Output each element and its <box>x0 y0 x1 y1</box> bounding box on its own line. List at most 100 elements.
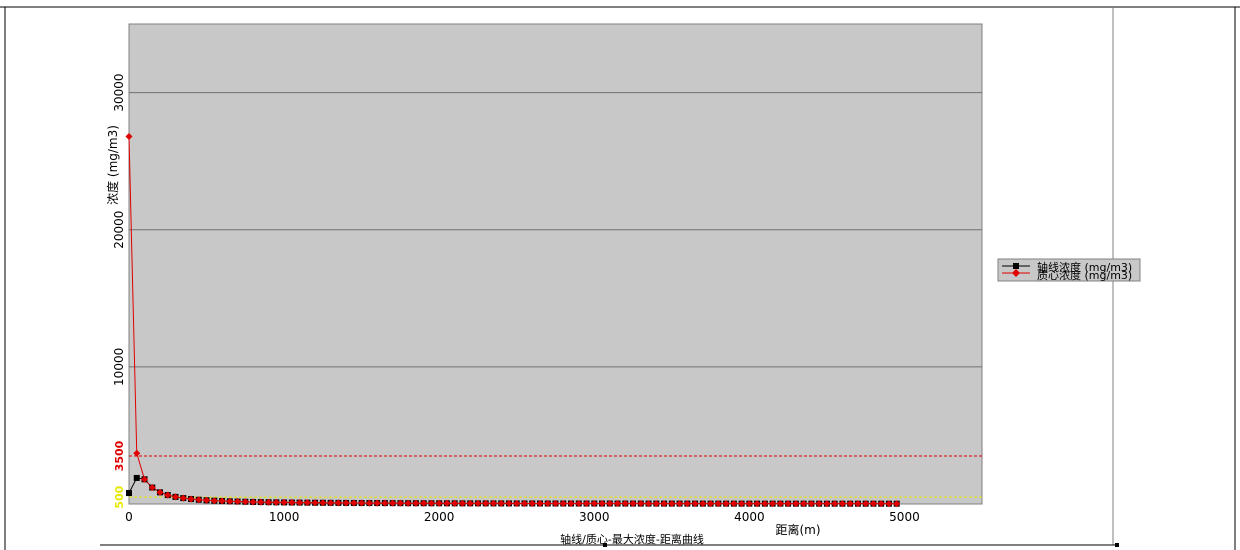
series-1-point-0 <box>125 132 133 140</box>
series-1-point-22 <box>296 499 304 507</box>
series-1-point-1 <box>133 449 141 457</box>
x-tick-label-1: 1000 <box>269 510 300 524</box>
series-1-point-95 <box>862 500 870 508</box>
series-1-point-85 <box>784 500 792 508</box>
series-1-point-99 <box>893 500 901 508</box>
series-1-point-27 <box>334 499 342 507</box>
series-1-point-89 <box>815 500 823 508</box>
series-1-point-13 <box>226 497 234 505</box>
x-axis-ticks: 0 1000 2000 3000 4000 5000 <box>125 510 920 524</box>
series-1-point-57 <box>567 500 575 508</box>
series-1-point-61 <box>598 500 606 508</box>
series-1-point-15 <box>241 498 249 506</box>
series-1-point-7 <box>179 494 187 502</box>
series-1-point-47 <box>489 499 497 507</box>
series-line-1 <box>128 136 897 505</box>
y-axis-label: 浓度 (mg/m3) <box>105 125 120 205</box>
series-1-point-76 <box>714 500 722 508</box>
series-1-point-20 <box>280 498 288 506</box>
series-1-point-33 <box>381 499 389 507</box>
series-1-point-73 <box>691 500 699 508</box>
x-tick-label-4: 4000 <box>734 510 765 524</box>
series-1-point-63 <box>614 500 622 508</box>
series-1-point-88 <box>807 500 815 508</box>
series-1-point-60 <box>590 500 598 508</box>
series-1-point-59 <box>583 500 591 508</box>
series-1-point-21 <box>288 499 296 507</box>
series-1-point-69 <box>660 500 668 508</box>
series-1-point-35 <box>396 499 404 507</box>
series-1-point-91 <box>831 500 839 508</box>
series-1-point-8 <box>187 495 195 503</box>
series-1-point-68 <box>652 500 660 508</box>
series-1-point-80 <box>745 500 753 508</box>
series-layer <box>125 132 901 508</box>
series-1-point-43 <box>458 499 466 507</box>
series-1-point-5 <box>164 491 172 499</box>
series-1-point-25 <box>319 499 327 507</box>
series-1-point-71 <box>676 500 684 508</box>
selection-handle-right[interactable] <box>1115 543 1119 547</box>
series-1-point-97 <box>877 500 885 508</box>
legend: 轴线浓度 (mg/m3) 质心浓度 (mg/m3) <box>997 258 1141 282</box>
selection-handle-left[interactable] <box>603 543 607 547</box>
legend-marker-axis <box>1013 263 1019 269</box>
series-1-point-50 <box>513 499 521 507</box>
series-1-point-75 <box>707 500 715 508</box>
gridlines <box>129 92 982 368</box>
series-1-point-32 <box>373 499 381 507</box>
series-1-point-14 <box>234 498 242 506</box>
chart-title: 轴线/质心-最大浓度-距离曲线 <box>560 532 704 546</box>
series-1-point-40 <box>435 499 443 507</box>
series-1-point-12 <box>218 497 226 505</box>
series-1-point-46 <box>482 499 490 507</box>
series-1-point-72 <box>683 500 691 508</box>
series-1-point-78 <box>730 500 738 508</box>
series-1-point-94 <box>854 500 862 508</box>
legend-label-axis: 轴线浓度 (mg/m3) <box>1037 260 1132 274</box>
series-1-point-41 <box>443 499 451 507</box>
series-1-point-62 <box>606 500 614 508</box>
series-1-point-29 <box>350 499 358 507</box>
series-1-point-93 <box>846 500 854 508</box>
series-1-point-24 <box>311 499 319 507</box>
series-1-point-79 <box>738 500 746 508</box>
x-axis-label: 距离(m) <box>775 522 820 537</box>
y-tick-label-2: 30000 <box>112 73 126 111</box>
series-1-point-87 <box>800 500 808 508</box>
series-1-point-37 <box>412 499 420 507</box>
series-0-point-1 <box>133 474 140 481</box>
series-0-point-0 <box>126 490 132 497</box>
series-1-point-44 <box>466 499 474 507</box>
series-1-point-96 <box>869 500 877 508</box>
series-1-point-39 <box>427 499 435 507</box>
series-1-point-38 <box>420 499 428 507</box>
series-1-point-3 <box>148 484 156 492</box>
series-1-point-28 <box>342 499 350 507</box>
series-1-point-83 <box>769 500 777 508</box>
series-1-point-81 <box>753 500 761 508</box>
series-1-point-98 <box>885 500 893 508</box>
y-tick-label-1: 20000 <box>112 211 126 249</box>
series-1-point-36 <box>404 499 412 507</box>
series-1-point-42 <box>451 499 459 507</box>
legend-box <box>997 258 1141 282</box>
series-1-point-49 <box>505 499 513 507</box>
series-1-point-70 <box>668 500 676 508</box>
series-1-point-65 <box>629 500 637 508</box>
reference-lines: 3500 500 <box>113 440 982 509</box>
series-1-point-84 <box>776 500 784 508</box>
series-1-point-9 <box>195 496 203 504</box>
series-1-point-55 <box>552 499 559 507</box>
series-1-point-19 <box>272 498 280 506</box>
series-1-point-16 <box>249 498 257 506</box>
series-1-point-45 <box>474 499 482 507</box>
series-1-point-92 <box>838 500 846 508</box>
series-1-point-54 <box>544 499 552 507</box>
reference-label-1: 500 <box>113 485 126 508</box>
legend-marker-centroid <box>1012 269 1020 277</box>
series-1-point-48 <box>497 499 505 507</box>
series-1-point-4 <box>156 488 164 496</box>
x-tick-label-0: 0 <box>125 510 133 524</box>
